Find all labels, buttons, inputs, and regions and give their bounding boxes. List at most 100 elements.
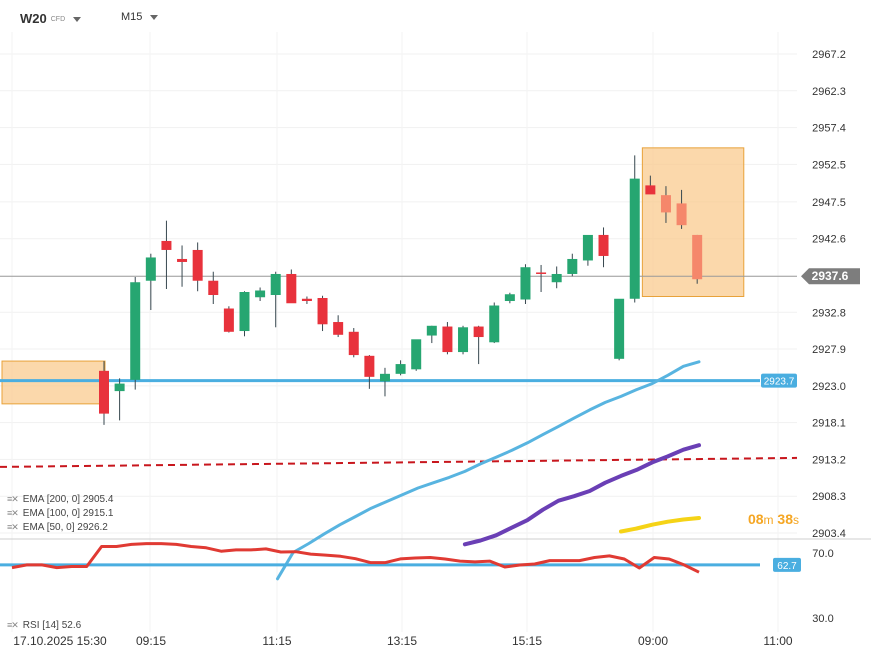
candle [567,253,578,277]
time-tick-label: 13:15 [387,634,417,648]
candle [255,287,266,302]
candle-body [223,308,234,332]
settings-icon[interactable]: ≡✕ [7,494,19,504]
candle-body [99,370,109,414]
candle [473,325,484,365]
candle [379,367,390,397]
candle [520,264,531,305]
candle [161,220,172,289]
candle [130,276,141,390]
price-tick-label: 2967.2 [812,49,846,61]
candle [286,269,297,304]
candle [551,266,562,289]
time-tick-label: 09:00 [638,634,668,648]
candle [426,325,437,344]
candle-body [567,258,578,274]
price-tick-label: 2918.1 [812,418,846,430]
candle-body [598,234,609,256]
candle [145,253,156,311]
price-tick-label: 2962.3 [812,86,846,98]
countdown-minutes: 08 [747,511,764,527]
support-price-tag [761,373,797,388]
candle-body [629,178,640,299]
candle-countdown: 08m 38s [748,511,799,527]
candle-body [161,240,172,250]
support-price-label: 2923.7 [764,377,795,388]
candle-body [614,298,625,359]
legend-ema100[interactable]: ≡✕ EMA [100, 0] 2915.1 [7,508,113,519]
candle-body [520,267,531,300]
ema-layer [276,360,701,581]
candle-body [411,339,422,370]
candle-body [255,290,266,298]
ema50-line [276,360,701,581]
price-tags: 2937.6 2923.7 62.7 [761,268,860,572]
legend-ema200[interactable]: ≡✕ EMA [200, 0] 2905.4 [7,494,113,505]
candle-body [317,298,328,325]
candle-body [551,273,562,283]
symbol-label: W20 [20,11,47,26]
candle-body [426,325,437,336]
candle [489,302,500,344]
candle [395,360,406,376]
candle-body [239,291,250,332]
candle [192,242,203,292]
candles-layer[interactable] [99,155,703,425]
symbol-selector[interactable]: W20 CFD [20,11,82,26]
countdown-minutes-unit: m [763,513,774,527]
price-tick-label: 2923.0 [812,381,846,393]
price-tick-label: 2913.2 [812,454,846,466]
candle [536,264,547,292]
candle [99,361,109,425]
candle [676,189,687,229]
candle-body [582,234,593,261]
candle [614,298,625,361]
current-price-label: 2937.6 [812,269,849,283]
price-tick-label: 2927.9 [812,344,846,356]
supply-zone-left [1,360,106,405]
candle [317,295,328,332]
candle-body [676,203,687,226]
legend-ema200-text: EMA [200, 0] 2905.4 [22,494,114,505]
candle-body [145,257,156,281]
timeframe-selector[interactable]: M15 [121,11,159,23]
instrument-type: CFD [50,16,66,24]
candle [239,291,250,337]
ema200-line [619,516,701,534]
rsi-tick-label: 70.0 [812,548,833,560]
candle [364,355,375,389]
candle-body [395,364,406,374]
candle-body [301,298,312,302]
candle-body [442,326,453,353]
legend-ema50[interactable]: ≡✕ EMA [50, 0] 2926.2 [7,522,108,533]
time-tick-label: 15:15 [512,634,542,648]
zones-layer [1,147,745,405]
legend-ema100-text: EMA [100, 0] 2915.1 [22,508,114,519]
settings-icon[interactable]: ≡✕ [7,522,19,532]
candle [504,292,515,304]
price-tick-label: 2942.6 [812,234,846,246]
price-tick-label: 2903.4 [812,528,846,540]
timeframe-label: M15 [121,11,143,23]
countdown-seconds: 38 [777,511,793,527]
time-tick-label: 09:15 [136,634,166,648]
price-tick-label: 2908.3 [812,491,846,503]
candle [223,306,234,333]
chevron-down-icon [73,17,82,23]
settings-icon[interactable]: ≡✕ [7,620,19,630]
settings-icon[interactable]: ≡✕ [7,508,19,518]
chevron-down-icon [150,14,159,20]
candle-body [364,355,375,377]
candle-body [333,322,344,335]
candle [645,175,656,195]
ema100-line [462,443,701,547]
legend-ema50-text: EMA [50, 0] 2926.2 [22,522,108,533]
legend-rsi[interactable]: ≡✕ RSI [14] 52.6 [7,620,81,631]
legend-rsi-text: RSI [14] 52.6 [22,620,82,631]
candle [598,227,609,268]
candle-body [660,195,671,213]
candle-body [536,272,547,274]
candle-body [177,258,188,262]
time-tick-label: 11:15 [262,634,291,648]
